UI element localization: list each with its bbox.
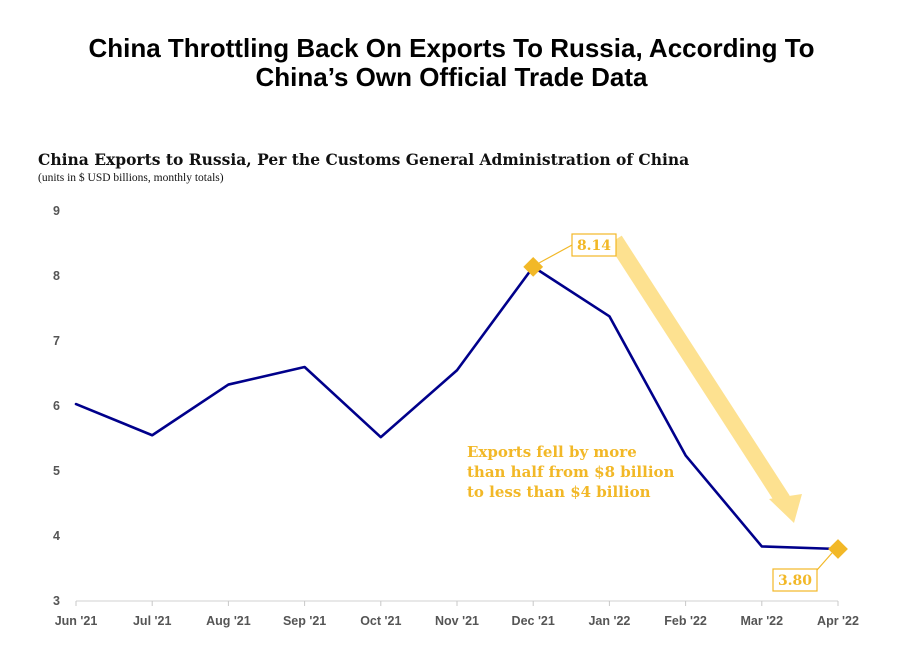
y-tick-label: 8 bbox=[53, 269, 60, 283]
data-point bbox=[684, 453, 688, 457]
headline-line-2: China’s Own Official Trade Data bbox=[255, 62, 648, 92]
x-tick-label: Feb '22 bbox=[664, 614, 707, 628]
x-tick-label: Aug '21 bbox=[206, 614, 251, 628]
x-tick-label: Apr '22 bbox=[817, 614, 859, 628]
peak-leader-line bbox=[538, 244, 573, 264]
end-leader-line bbox=[816, 552, 833, 571]
y-tick-label: 7 bbox=[53, 334, 60, 348]
x-tick-label: Oct '21 bbox=[360, 614, 401, 628]
peak-diamond-marker bbox=[523, 257, 544, 277]
chart-units-note: (units in $ USD billions, monthly totals… bbox=[38, 172, 224, 184]
x-tick-label: Mar '22 bbox=[741, 614, 784, 628]
data-point bbox=[226, 383, 230, 387]
decline-arrow-head bbox=[769, 494, 802, 523]
peak-label-box bbox=[571, 233, 617, 257]
x-tick-label: Dec '21 bbox=[512, 614, 555, 628]
chart-title: China Exports to Russia, Per the Customs… bbox=[38, 150, 690, 169]
series-line bbox=[74, 265, 840, 551]
y-tick-label: 6 bbox=[53, 399, 60, 413]
callout-text-line: than half from $8 billion bbox=[467, 463, 675, 481]
headline-line-1: China Throttling Back On Exports To Russ… bbox=[88, 33, 815, 63]
callout-text-line: Exports fell by more bbox=[467, 443, 637, 461]
data-point bbox=[303, 365, 307, 369]
data-point bbox=[74, 402, 78, 406]
x-tick-label: Nov '21 bbox=[435, 614, 479, 628]
callout-text-line: to less than $4 billion bbox=[467, 483, 651, 501]
end-data-label: 3.80 bbox=[778, 573, 812, 589]
end-label-box bbox=[772, 568, 818, 592]
x-tick-label: Jun '21 bbox=[55, 614, 98, 628]
x-tick-label: Jan '22 bbox=[588, 614, 630, 628]
x-tick-label: Jul '21 bbox=[133, 614, 171, 628]
y-tick-label: 9 bbox=[53, 204, 60, 218]
headline: China Throttling Back On Exports To Russ… bbox=[0, 34, 903, 92]
y-tick-label: 3 bbox=[53, 594, 60, 608]
decline-arrow-shaft bbox=[608, 235, 790, 505]
y-tick-label: 4 bbox=[53, 529, 60, 543]
y-tick-label: 5 bbox=[53, 464, 60, 478]
data-point bbox=[607, 314, 611, 318]
end-diamond-marker bbox=[828, 539, 848, 559]
data-point bbox=[455, 368, 459, 372]
peak-data-label: 8.14 bbox=[577, 238, 611, 254]
decline-arrow bbox=[608, 235, 802, 523]
data-point bbox=[379, 435, 383, 439]
data-point bbox=[760, 544, 764, 548]
x-tick-label: Sep '21 bbox=[283, 614, 326, 628]
data-point bbox=[150, 433, 154, 437]
